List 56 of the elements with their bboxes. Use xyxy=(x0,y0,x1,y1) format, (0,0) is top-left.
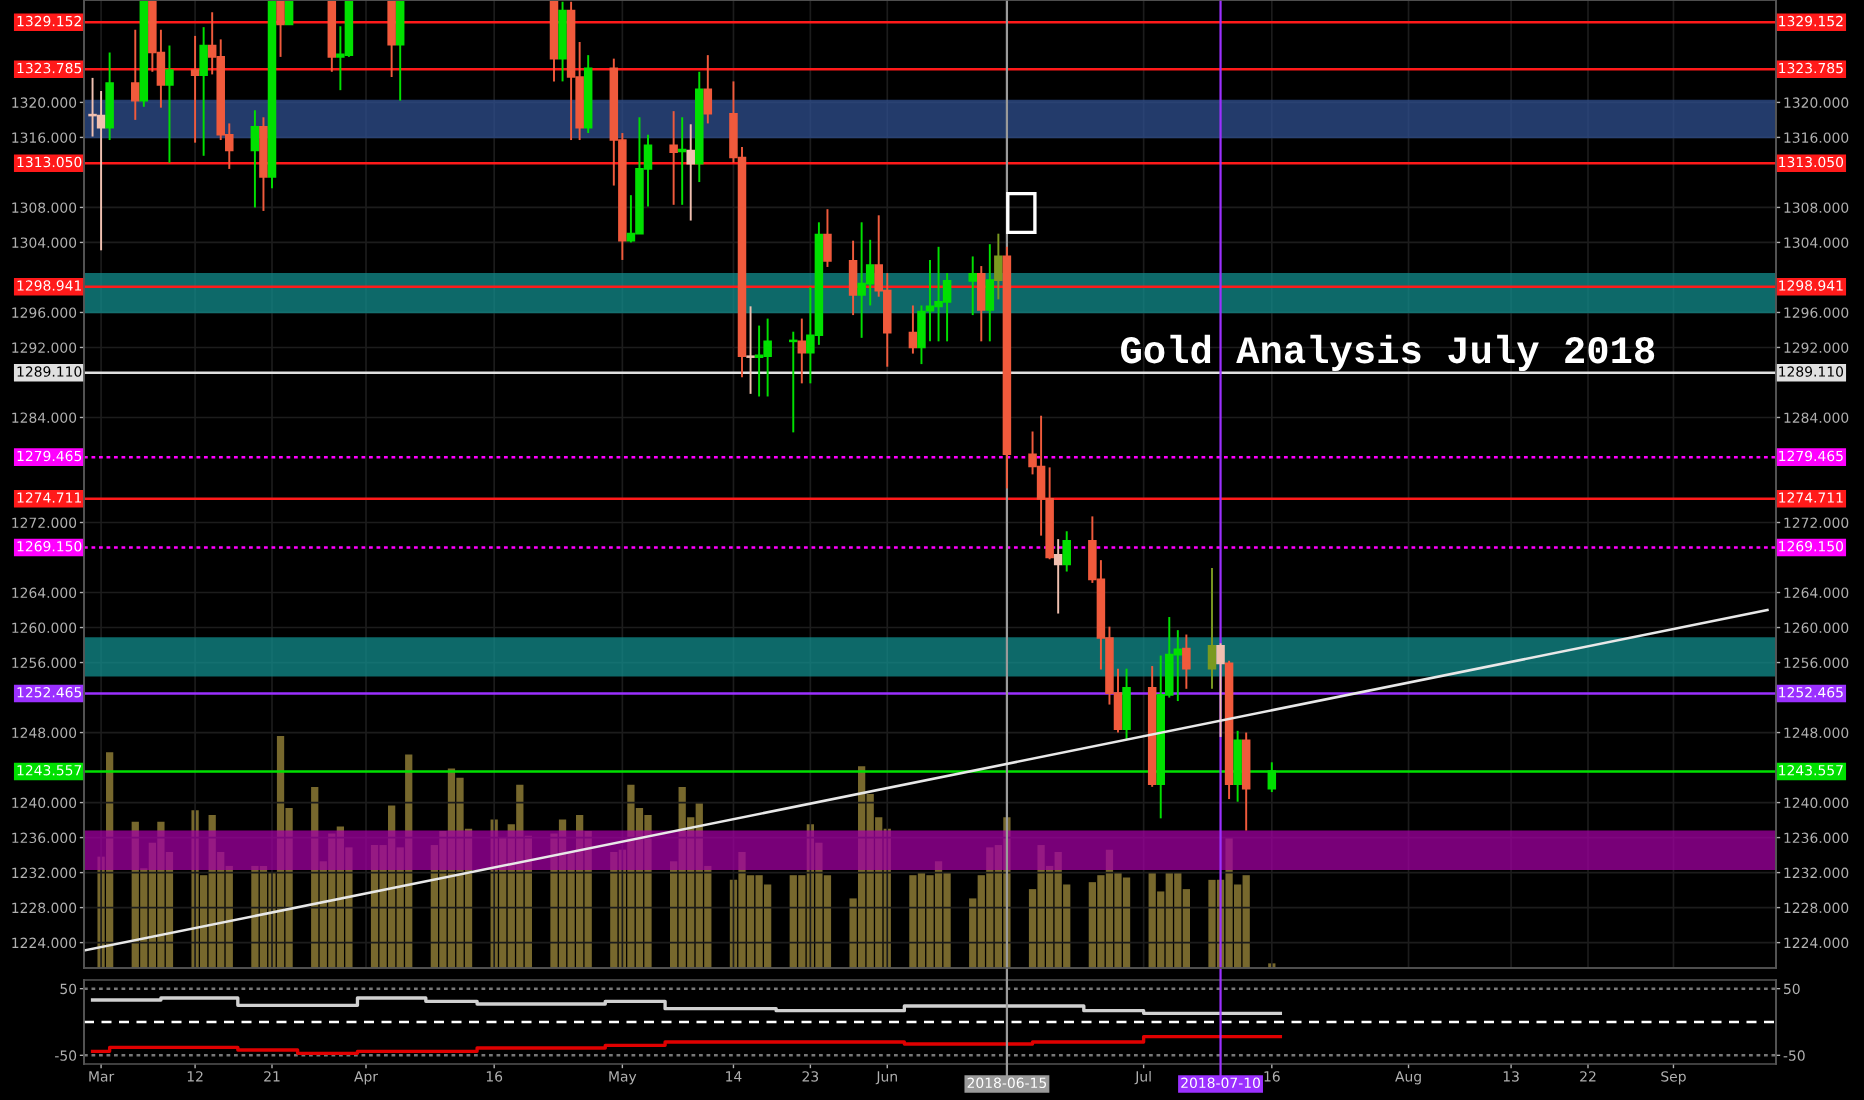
bar xyxy=(823,875,832,968)
bar xyxy=(943,872,951,968)
candlestick xyxy=(686,123,695,222)
candlestick xyxy=(789,330,798,434)
candlestick xyxy=(1122,667,1131,741)
bar xyxy=(1165,872,1173,968)
candlestick xyxy=(677,116,687,206)
candlestick xyxy=(250,109,260,209)
candlestick xyxy=(848,239,858,317)
candlestick xyxy=(1182,633,1191,690)
candlestick xyxy=(1062,530,1071,573)
candlestick xyxy=(746,305,755,395)
candlestick xyxy=(934,245,943,343)
bar xyxy=(1122,877,1131,968)
candlestick xyxy=(908,304,918,355)
bar xyxy=(789,875,797,968)
candlestick xyxy=(1207,567,1217,690)
annotation: Gold Analysis July 2018 xyxy=(1121,334,1655,372)
candlestick xyxy=(1053,538,1063,615)
candlestick xyxy=(985,243,995,343)
bar xyxy=(1148,872,1156,968)
candlestick xyxy=(276,0,285,58)
bar xyxy=(1114,872,1122,968)
candlestick xyxy=(165,44,174,164)
candlestick xyxy=(763,317,772,398)
candlestick xyxy=(968,255,977,317)
candlestick xyxy=(823,208,832,268)
bar xyxy=(1208,879,1216,968)
bar xyxy=(1242,875,1250,968)
candlestick xyxy=(994,232,1003,301)
candlestick xyxy=(1216,642,1225,738)
candlestick xyxy=(105,51,114,142)
candlestick xyxy=(857,221,866,339)
candlestick xyxy=(669,110,678,206)
candlestick xyxy=(703,54,713,125)
candlestick xyxy=(199,26,208,157)
bar xyxy=(1097,875,1105,968)
bar xyxy=(1174,872,1182,968)
bar xyxy=(977,875,985,968)
bar xyxy=(755,875,763,968)
candlestick xyxy=(797,317,807,385)
bar xyxy=(251,865,259,968)
candlestick xyxy=(1173,629,1183,703)
candlestick xyxy=(284,0,294,26)
bar xyxy=(746,875,755,968)
candlestick xyxy=(131,28,140,121)
candlestick xyxy=(925,258,935,343)
bar xyxy=(926,875,934,968)
bar xyxy=(917,872,926,968)
bar xyxy=(909,875,917,968)
candlestick xyxy=(190,34,200,144)
candlestick xyxy=(387,0,396,78)
candlestick xyxy=(395,0,405,102)
candlestick xyxy=(977,265,986,343)
candlestick xyxy=(1233,729,1242,803)
candlestick xyxy=(754,324,764,398)
